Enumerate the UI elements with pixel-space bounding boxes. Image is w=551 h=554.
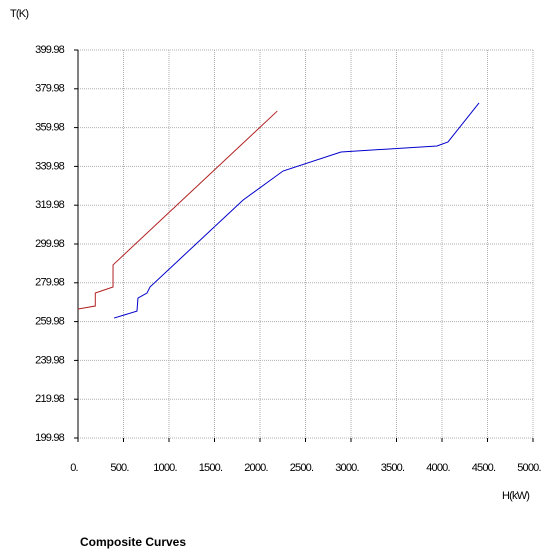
x-tick-label: 2000. [244, 462, 268, 474]
x-tick-label: 3500. [381, 462, 405, 474]
y-tick-label: 359.98 [35, 122, 65, 134]
x-tick-label: 1000. [153, 462, 177, 474]
x-tick-label: 4000. [426, 462, 450, 474]
y-tick-label: 259.98 [35, 316, 65, 328]
y-axis-label: T(K) [10, 8, 28, 20]
y-tick-label: 319.98 [35, 199, 65, 211]
x-tick-label: 0. [70, 462, 78, 474]
series-line [113, 102, 480, 319]
y-tick-label: 219.98 [35, 393, 65, 405]
x-tick-label: 500. [110, 462, 129, 474]
x-tick-label: 2500. [290, 462, 314, 474]
y-tick-label: 379.98 [35, 83, 65, 95]
y-tick-label: 339.98 [35, 160, 65, 172]
y-tick-label: 299.98 [35, 238, 65, 250]
y-tick-label: 239.98 [35, 354, 65, 366]
y-tick-label: 279.98 [35, 277, 65, 289]
chart-title: Composite Curves [80, 535, 186, 549]
y-tick-label: 199.98 [35, 432, 65, 444]
x-tick-label: 4500. [472, 462, 496, 474]
x-tick-label: 3000. [335, 462, 359, 474]
x-axis-label: H(kW) [502, 490, 529, 502]
x-tick-label: 1500. [199, 462, 223, 474]
y-tick-label: 399.98 [35, 44, 65, 56]
series-line [77, 110, 278, 310]
x-tick-label: 5000. [517, 462, 541, 474]
